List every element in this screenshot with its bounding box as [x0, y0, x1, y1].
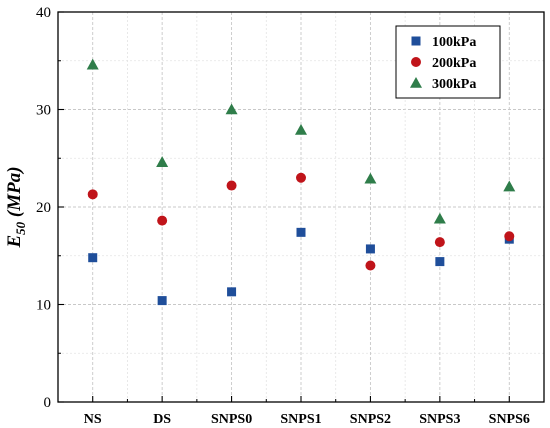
- x-axis: NS DS SNPS0 SNPS1 SNPS2 SNPS3 SNPS6: [84, 396, 530, 427]
- data-point-triangle: [433, 212, 446, 224]
- data-point-circle: [157, 215, 168, 226]
- y-tick-label: 0: [44, 395, 52, 411]
- y-tick-label: 20: [36, 200, 51, 216]
- x-tick-label: NS: [84, 412, 102, 427]
- x-tick-label: SNPS0: [211, 412, 252, 427]
- legend: 100kPa 200kPa 300kPa: [395, 25, 501, 99]
- data-point-square: [296, 227, 306, 237]
- data-point-circle: [434, 237, 445, 248]
- data-point-triangle: [225, 103, 238, 115]
- data-point-circle: [504, 231, 515, 242]
- data-point-triangle: [364, 172, 377, 184]
- data-points: [86, 58, 516, 306]
- y-tick-label: 10: [36, 298, 51, 314]
- data-point-circle: [296, 172, 306, 183]
- data-point-triangle: [295, 123, 307, 135]
- legend-marker-triangle: [410, 77, 422, 88]
- x-tick-label: SNPS3: [419, 412, 460, 427]
- y-axis: 0 10 20 30 40: [36, 5, 64, 411]
- legend-label: 100kPa: [432, 35, 476, 50]
- data-point-square: [365, 244, 375, 254]
- y-tick-label: 40: [36, 5, 51, 21]
- data-point-circle: [226, 180, 237, 191]
- y-axis-title: E50 (MPa): [4, 166, 28, 248]
- y-tick-label: 30: [36, 103, 51, 119]
- data-point-square: [157, 296, 167, 306]
- data-point-square: [227, 287, 237, 297]
- x-tick-label: SNPS6: [489, 412, 530, 427]
- y-axis-title-subscript: 50: [13, 221, 28, 235]
- legend-label: 300kPa: [432, 77, 476, 92]
- data-point-triangle: [503, 180, 516, 192]
- y-axis-title-main: E: [4, 235, 25, 249]
- x-tick-label: SNPS1: [280, 412, 321, 427]
- x-tick-label: SNPS2: [350, 412, 391, 427]
- y-axis-title-unit: (MPa): [4, 166, 25, 221]
- legend-marker-square: [411, 36, 421, 46]
- data-point-square: [435, 257, 445, 267]
- x-tick-label: DS: [153, 412, 171, 427]
- legend-label: 200kPa: [432, 56, 476, 71]
- data-point-triangle: [86, 58, 99, 70]
- legend-marker-circle: [411, 57, 421, 67]
- data-point-square: [88, 253, 98, 263]
- data-point-circle: [87, 189, 98, 200]
- data-point-triangle: [156, 156, 169, 167]
- data-point-circle: [365, 260, 376, 271]
